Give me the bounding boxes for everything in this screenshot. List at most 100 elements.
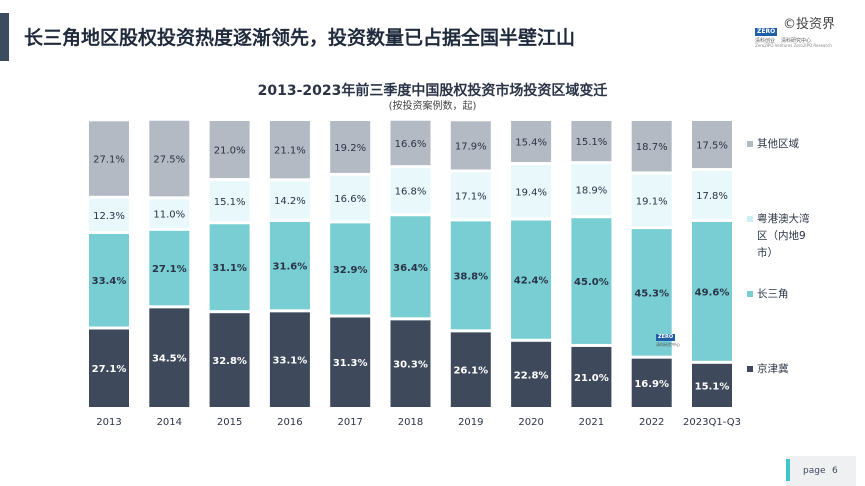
bar-segment bbox=[89, 329, 129, 407]
data-label: 17.5% bbox=[696, 141, 728, 152]
data-label: 16.6% bbox=[334, 194, 366, 205]
legend-swatch bbox=[747, 291, 753, 297]
watermark-logo: ZERO 清科研究中心 bbox=[656, 323, 690, 347]
legend-swatch bbox=[747, 216, 753, 222]
x-tick-label: 2022 bbox=[639, 417, 664, 428]
page-number: 6 bbox=[832, 466, 838, 476]
data-label: 17.8% bbox=[696, 191, 728, 202]
bar-segment bbox=[209, 224, 250, 311]
logo-en-text: Zero2IPO Ventures Zero2IPO Research bbox=[755, 43, 832, 48]
data-label: 16.6% bbox=[395, 139, 427, 150]
bar-segment bbox=[390, 168, 431, 214]
data-label: 32.8% bbox=[212, 356, 247, 367]
bar-segment bbox=[511, 220, 552, 339]
bar-segment bbox=[209, 121, 250, 179]
data-label: 17.9% bbox=[455, 141, 487, 152]
data-label: 31.3% bbox=[333, 358, 368, 369]
data-label: 26.1% bbox=[453, 366, 488, 377]
chart-title: 2013-2023年前三季度中国股权投资市场投资区域变迁 bbox=[257, 83, 608, 99]
bar-segment bbox=[571, 218, 612, 344]
bar-segment bbox=[149, 230, 190, 306]
legend-label: 京津冀 bbox=[757, 362, 789, 375]
legend-swatch bbox=[747, 366, 753, 372]
data-label: 15.1% bbox=[214, 197, 246, 208]
bar-segment bbox=[511, 121, 552, 163]
bar-segment bbox=[390, 320, 431, 407]
data-label: 33.4% bbox=[92, 276, 127, 287]
bar-segment bbox=[269, 181, 310, 219]
x-tick-label: 2021 bbox=[579, 417, 604, 428]
data-label: 12.3% bbox=[93, 211, 125, 222]
bar-segment bbox=[631, 358, 672, 407]
data-label: 22.8% bbox=[514, 370, 549, 381]
data-label: 33.1% bbox=[273, 356, 308, 367]
bar-segment bbox=[571, 346, 612, 407]
bar-segment bbox=[511, 341, 552, 407]
data-label: 45.3% bbox=[634, 288, 669, 299]
bar-segment bbox=[149, 120, 190, 197]
bar-segment bbox=[692, 221, 732, 361]
bar-segment bbox=[89, 121, 129, 196]
chart-subtitle: (按投资案例数，起) bbox=[388, 101, 477, 112]
bar-segment bbox=[89, 198, 129, 231]
data-label: 18.7% bbox=[636, 142, 668, 153]
bar-segment bbox=[330, 175, 371, 221]
data-label: 19.1% bbox=[636, 196, 668, 207]
bar-segment bbox=[450, 172, 491, 219]
data-label: 15.1% bbox=[576, 137, 608, 148]
slide-title: 长三角地区股权投资热度逐渐领先，投资数量已占据全国半壁江山 bbox=[24, 27, 576, 49]
bar-segment bbox=[511, 165, 552, 218]
legend-swatch bbox=[747, 141, 753, 147]
watermark-top: ©投资界 bbox=[783, 17, 836, 32]
x-tick-label: 2020 bbox=[518, 417, 543, 428]
bar-segment bbox=[450, 332, 491, 407]
bar-segment bbox=[269, 312, 310, 407]
data-label: 31.6% bbox=[273, 262, 308, 273]
watermark-zero-text: ZERO bbox=[656, 334, 676, 341]
bar-segment bbox=[209, 181, 250, 222]
data-label: 49.6% bbox=[695, 287, 730, 298]
data-label: 36.4% bbox=[393, 263, 428, 274]
data-label: 27.5% bbox=[153, 155, 185, 166]
page-accent-bar bbox=[786, 459, 790, 481]
data-label: 34.5% bbox=[152, 354, 187, 365]
x-tick-label: 2016 bbox=[277, 417, 302, 428]
data-label: 27.1% bbox=[92, 364, 127, 375]
data-label: 32.9% bbox=[333, 265, 368, 276]
data-label: 15.1% bbox=[695, 381, 730, 392]
company-logo: ZERO 清科创业 清科研究中心 Zero2IPO Ventures Zero2… bbox=[755, 28, 832, 50]
bar-segment bbox=[330, 121, 371, 173]
data-label: 11.0% bbox=[153, 210, 185, 221]
data-label: 16.8% bbox=[395, 187, 427, 198]
x-tick-label: 2023Q1-Q3 bbox=[683, 417, 741, 428]
data-label: 15.4% bbox=[515, 138, 547, 149]
data-label: 38.8% bbox=[453, 271, 488, 282]
page-label: page bbox=[803, 466, 826, 476]
bar-segment bbox=[390, 216, 431, 318]
logo-cn-left: 清科创业 bbox=[755, 38, 776, 44]
watermark-cn-text: 清科研究中心 bbox=[656, 342, 680, 347]
bar-segment bbox=[631, 174, 672, 227]
data-label: 21.0% bbox=[574, 373, 609, 384]
data-label: 31.1% bbox=[212, 263, 247, 274]
bar-segment bbox=[209, 313, 250, 407]
data-label: 18.9% bbox=[576, 186, 608, 197]
bar-segment bbox=[450, 121, 491, 170]
bar-segment bbox=[692, 171, 732, 219]
bar-segment bbox=[269, 121, 310, 179]
x-tick-label: 2014 bbox=[157, 417, 182, 428]
data-label: 21.1% bbox=[274, 146, 306, 157]
bar-segment bbox=[571, 121, 612, 162]
data-label: 45.0% bbox=[574, 277, 609, 288]
bar-segment bbox=[149, 308, 190, 407]
logo-cn-right: 清科研究中心 bbox=[781, 38, 812, 44]
data-label: 19.2% bbox=[334, 143, 366, 154]
legend-label: 长三角 bbox=[757, 288, 789, 300]
data-label: 27.1% bbox=[93, 155, 125, 166]
data-label: 27.1% bbox=[152, 264, 187, 275]
bar-segment bbox=[692, 121, 732, 169]
bar-segment bbox=[390, 120, 431, 166]
bar-segment bbox=[330, 317, 371, 407]
data-label: 21.0% bbox=[214, 146, 246, 157]
